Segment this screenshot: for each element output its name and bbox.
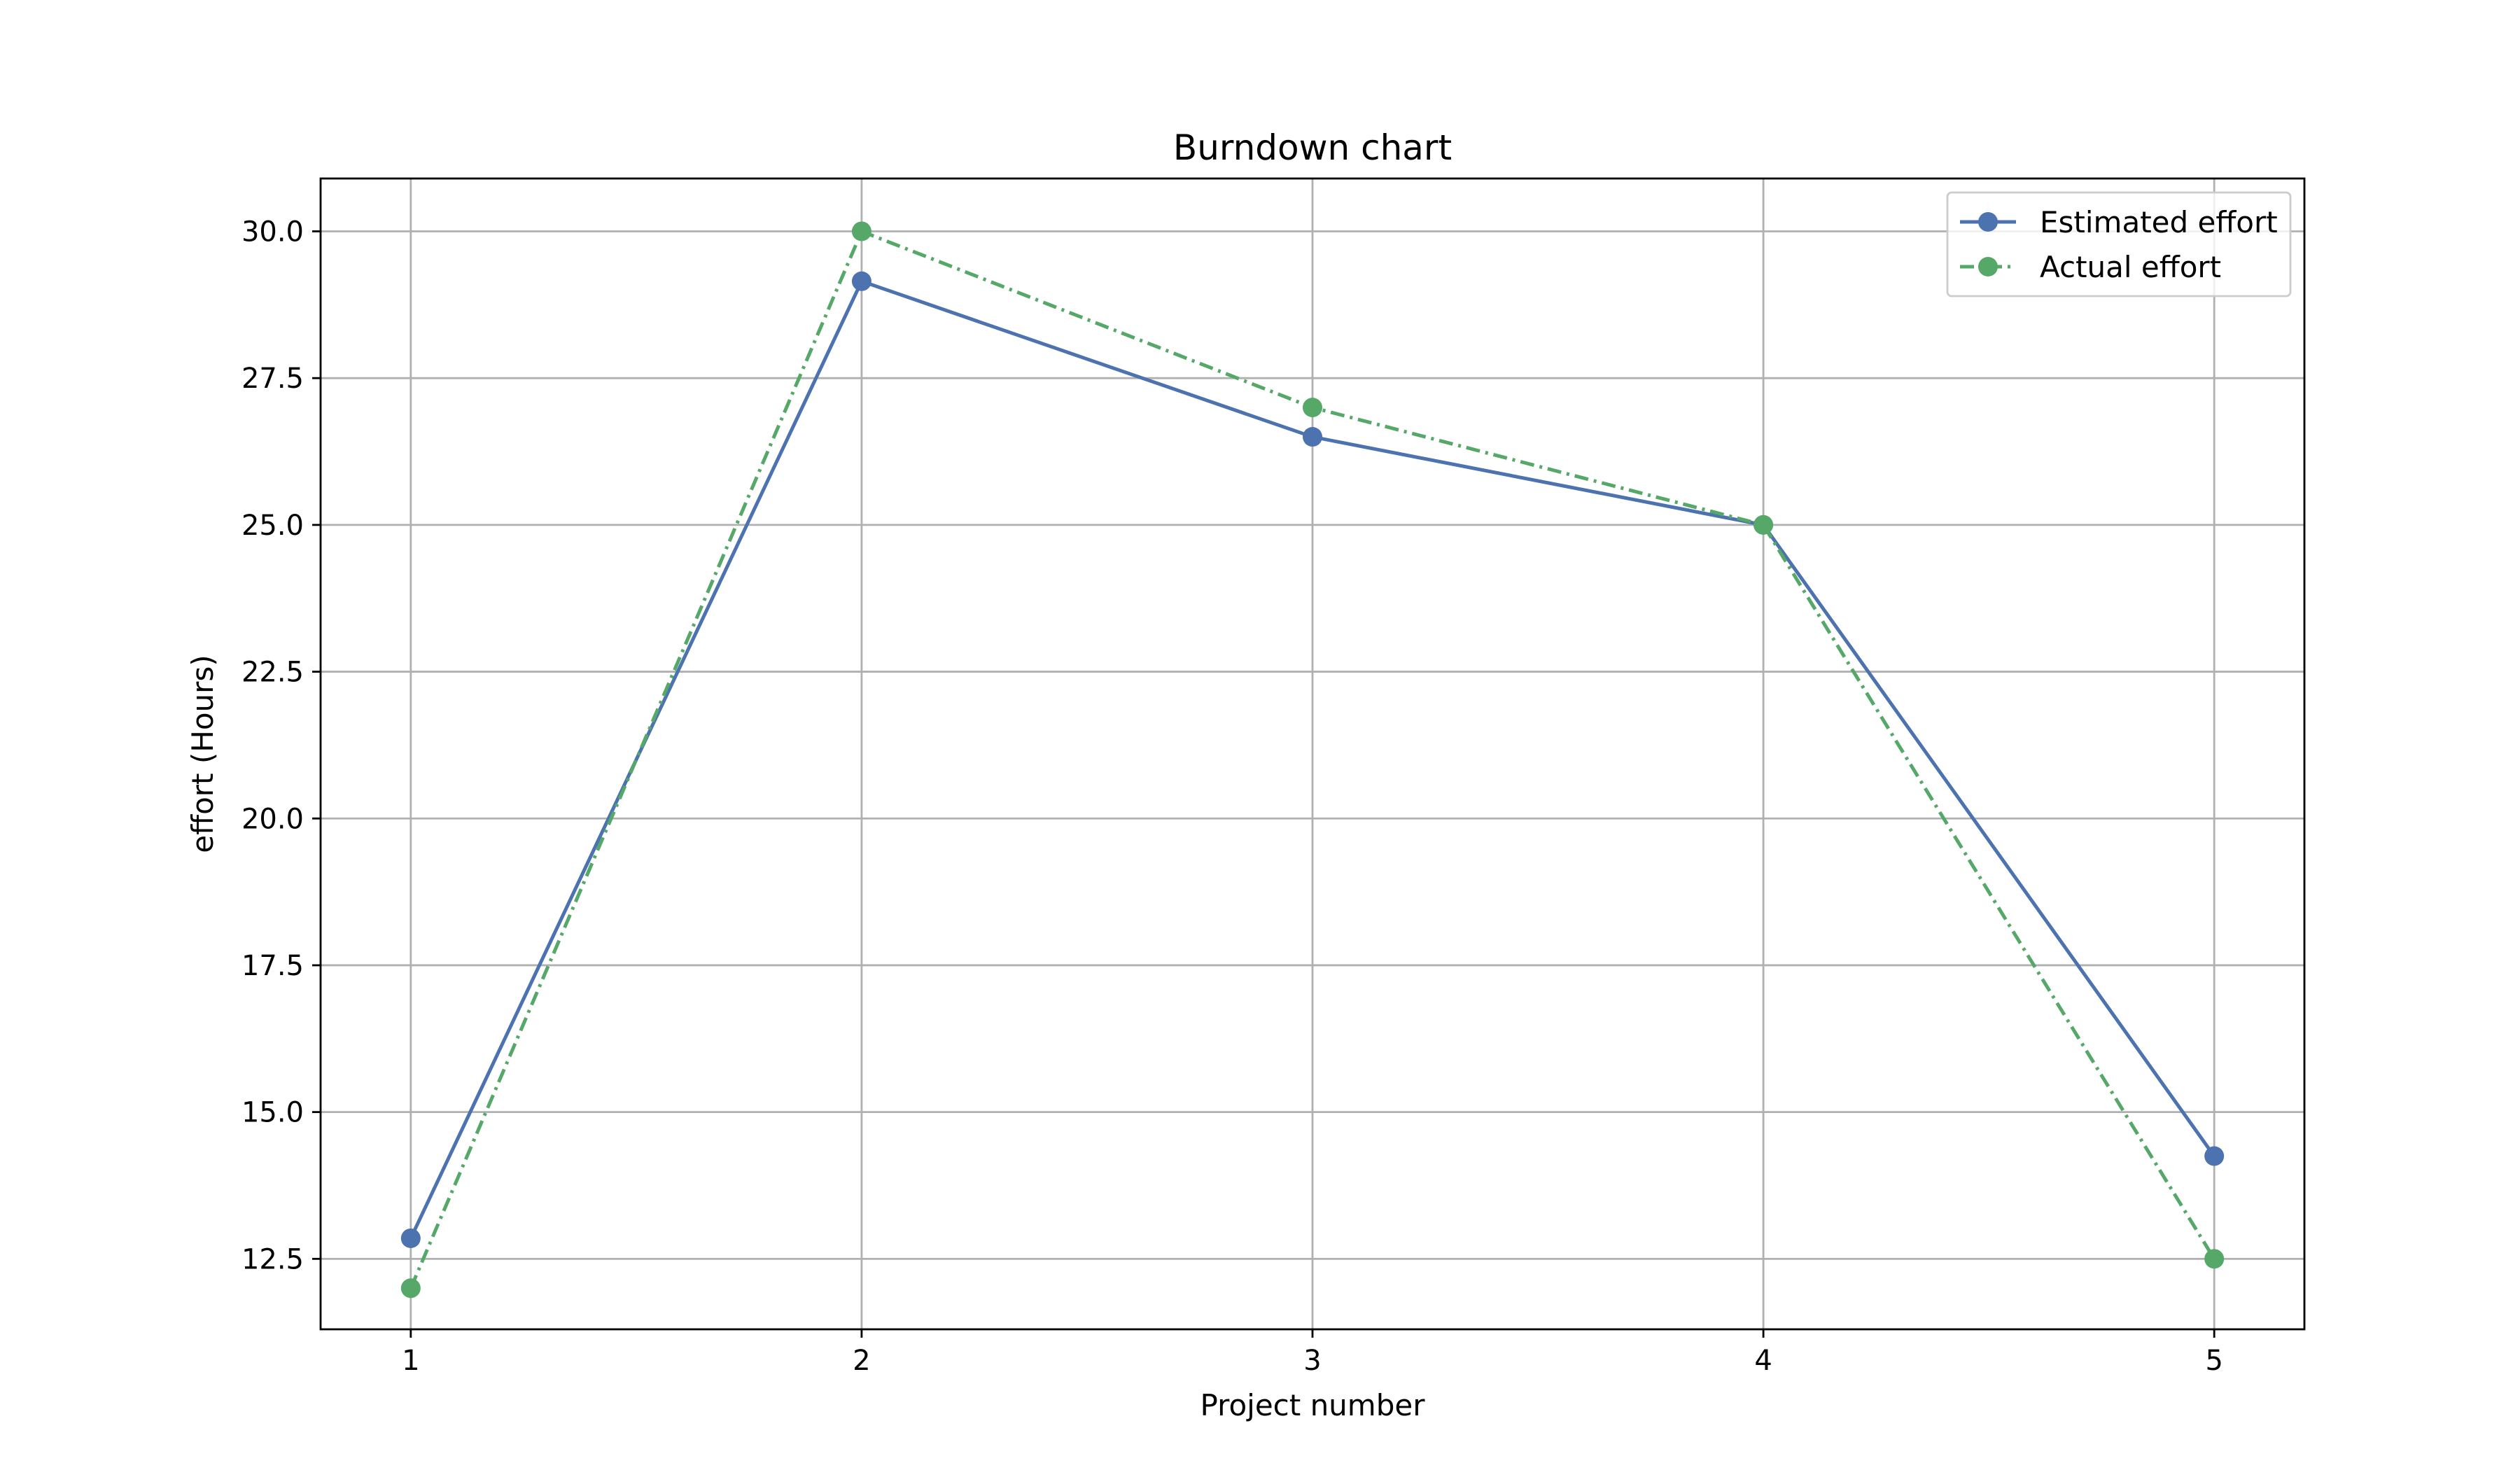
y-tick-label: 25.0 <box>241 510 304 542</box>
x-axis-label: Project number <box>1200 1388 1426 1422</box>
legend-frame <box>1946 191 2292 298</box>
data-point-estimated-effort <box>2204 1146 2225 1166</box>
legend-swatch-marker <box>1978 257 1998 276</box>
legend: Estimated effort Actual effort <box>1946 191 2292 298</box>
legend-label: Actual effort <box>2040 250 2221 284</box>
data-point-estimated-effort <box>1303 427 1322 447</box>
axis-ticks: 1 2 3 4 5 12.5 15.0 17.5 20.0 22.5 25.0 27.5 30.0 <box>241 216 2223 1377</box>
data-point-actual-effort <box>851 221 872 241</box>
legend-entry-estimated-effort: Estimated effort <box>1960 205 2278 239</box>
legend-entry-actual-effort: Actual effort <box>1960 250 2221 284</box>
y-tick-label: 20.0 <box>241 803 304 835</box>
x-tick-label: 2 <box>853 1345 870 1377</box>
series-actual-effort <box>400 221 2225 1298</box>
data-point-actual-effort <box>2204 1249 2225 1269</box>
y-tick-label: 27.5 <box>241 363 304 395</box>
grid <box>321 178 2304 1329</box>
x-tick-label: 4 <box>1754 1345 1772 1377</box>
y-axis-label: effort (Hours) <box>186 654 220 853</box>
data-point-estimated-effort <box>851 271 872 291</box>
data-point-actual-effort <box>1754 514 1774 535</box>
data-point-actual-effort <box>1303 398 1322 418</box>
data-point-estimated-effort <box>400 1228 421 1248</box>
x-tick-label: 3 <box>1303 1345 1321 1377</box>
legend-swatch-marker <box>1978 212 1998 232</box>
y-tick-label: 22.5 <box>241 657 304 689</box>
data-point-actual-effort <box>400 1278 421 1298</box>
series-layer <box>400 221 2225 1298</box>
y-tick-label: 15.0 <box>241 1097 304 1129</box>
y-tick-label: 17.5 <box>241 950 304 982</box>
chart-title: Burndown chart <box>1173 127 1452 168</box>
x-tick-label: 5 <box>2205 1345 2222 1377</box>
y-tick-label: 30.0 <box>241 216 304 248</box>
legend-label: Estimated effort <box>2040 205 2278 239</box>
x-tick-label: 1 <box>402 1345 419 1377</box>
y-tick-label: 12.5 <box>241 1243 304 1275</box>
